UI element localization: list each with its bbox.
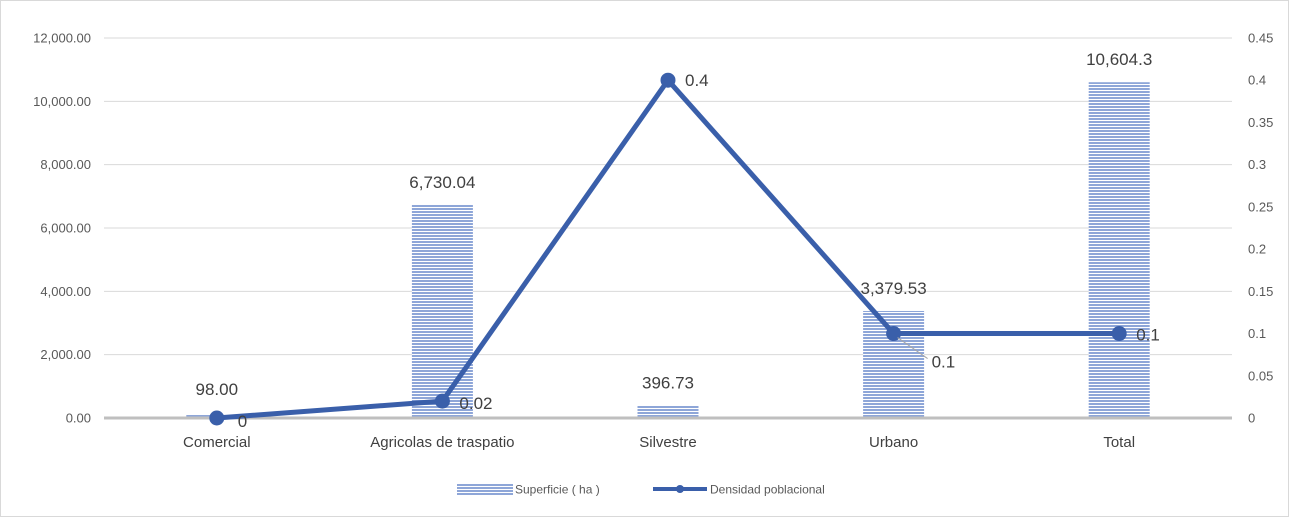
line-data-label: 0.1 [932, 353, 956, 372]
y-right-tick-label: 0.3 [1248, 157, 1266, 172]
bar [637, 405, 699, 418]
line-path [214, 77, 1122, 421]
label-leader-line [897, 337, 928, 359]
y-left-tick-label: 0.00 [66, 411, 91, 426]
y-right-tick-label: 0.4 [1248, 73, 1266, 88]
y-left-tick-label: 8,000.00 [40, 157, 91, 172]
y-right-tick-label: 0.45 [1248, 31, 1273, 46]
bar-data-label: 396.73 [642, 373, 694, 392]
line-point [1111, 326, 1127, 342]
line-point [209, 410, 225, 426]
data-labels: 98.00 6,730.04 396.73 3,379.53 10,604.3 0 0.02… [196, 50, 1160, 431]
legend-label: Superficie ( ha ) [515, 483, 600, 497]
y-left-tick-label: 10,000.00 [33, 94, 91, 109]
legend-line-marker [676, 485, 684, 493]
y-right-tick-label: 0.1 [1248, 326, 1266, 341]
legend-bar-swatch [457, 483, 513, 495]
bar-data-label: 10,604.3 [1086, 50, 1152, 69]
line-point [886, 326, 902, 342]
line-point [434, 393, 450, 409]
x-category-label: Agricolas de traspatio [370, 434, 514, 451]
y-right-tick-label: 0.15 [1248, 284, 1273, 299]
y-right-tick-label: 0 [1248, 411, 1255, 426]
axes: 0.00 2,000.00 4,000.00 6,000.00 8,000.00 10,0… [33, 31, 1273, 452]
y-left-tick-label: 2,000.00 [40, 347, 91, 362]
line-data-label: 0.1 [1136, 326, 1160, 345]
bar [411, 204, 473, 418]
x-category-label: Urbano [869, 434, 918, 451]
line-series [209, 72, 1127, 426]
bar-data-label: 6,730.04 [409, 173, 475, 192]
y-right-tick-label: 0.2 [1248, 242, 1266, 257]
line-data-label: 0.02 [459, 394, 492, 413]
bar-data-label: 3,379.53 [861, 279, 927, 298]
y-right-tick-label: 0.35 [1248, 115, 1273, 130]
y-left-tick-label: 12,000.00 [33, 31, 91, 46]
y-right-tick-label: 0.25 [1248, 199, 1273, 214]
bar-series [186, 82, 1150, 418]
line-data-label: 0.4 [685, 71, 709, 90]
line-point [660, 72, 676, 88]
legend-label: Densidad poblacional [710, 483, 825, 497]
y-right-tick-label: 0.05 [1248, 368, 1273, 383]
legend: Superficie ( ha ) Densidad poblacional [457, 483, 825, 497]
gridlines [104, 37, 1232, 356]
y-left-tick-label: 6,000.00 [40, 221, 91, 236]
line-data-label: 0 [238, 412, 247, 431]
x-category-label: Total [1103, 434, 1135, 451]
bar-data-label: 98.00 [196, 380, 239, 399]
y-left-tick-label: 4,000.00 [40, 284, 91, 299]
x-category-label: Comercial [183, 434, 251, 451]
x-category-label: Silvestre [639, 434, 697, 451]
bar [1088, 82, 1150, 418]
